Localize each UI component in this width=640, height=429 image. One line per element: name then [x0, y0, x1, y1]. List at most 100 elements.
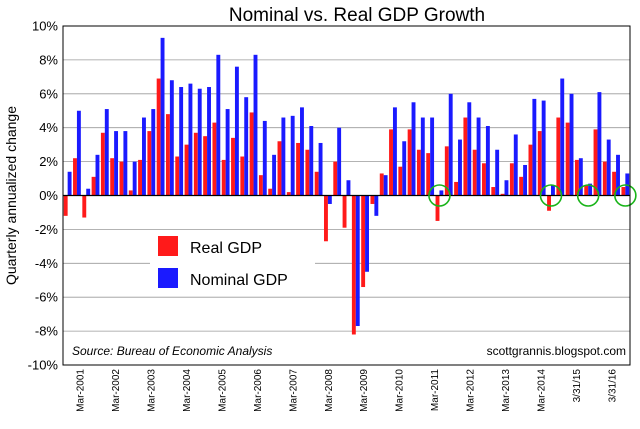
y-tick-label: -8% [35, 324, 59, 339]
y-tick-label: -4% [35, 256, 59, 271]
x-tick-label: Mar-2010 [395, 369, 406, 412]
bar-nominal-2010Q3 [420, 117, 425, 196]
y-tick-label: 10% [32, 19, 58, 34]
bar-nominal-2010Q2 [411, 102, 416, 196]
legend-label-real-gdp: Real GDP [190, 240, 262, 257]
chart-title: Nominal vs. Real GDP Growth [229, 5, 485, 26]
x-tick-label: Mar-2006 [253, 369, 264, 412]
bar-nominal-2005Q4 [244, 97, 249, 196]
bar-nominal-2006Q3 [272, 154, 277, 196]
bar-nominal-2011Q1 [439, 190, 444, 196]
bar-real-2003Q3 [156, 78, 161, 196]
bar-real-2014Q4 [574, 159, 579, 196]
bar-real-2016Q1 [621, 187, 626, 196]
bar-nominal-2014Q4 [578, 158, 583, 196]
bar-nominal-2009Q3 [383, 175, 388, 196]
bar-real-2004Q3 [193, 132, 198, 196]
y-tick-label: -10% [28, 358, 59, 373]
bar-real-2001Q2 [73, 158, 77, 196]
bar-nominal-2013Q1 [513, 134, 518, 196]
bar-nominal-2013Q2 [523, 164, 528, 196]
x-tick-label: Mar-2011 [430, 369, 441, 411]
bar-real-2001Q4 [91, 176, 96, 196]
y-axis-label: Quarterly annualized change [3, 106, 19, 285]
bar-real-2014Q3 [565, 122, 570, 196]
bar-real-2005Q4 [240, 156, 245, 196]
bar-real-2007Q2 [296, 142, 301, 196]
bar-nominal-2003Q2 [151, 109, 156, 196]
bar-real-2006Q1 [249, 112, 254, 196]
bar-real-2015Q1 [584, 185, 589, 196]
x-tick-label: Mar-2004 [182, 369, 193, 412]
bar-nominal-2006Q4 [281, 117, 286, 196]
bar-nominal-2007Q1 [290, 115, 295, 196]
bar-real-2003Q2 [147, 131, 152, 196]
bar-nominal-2013Q4 [541, 100, 546, 196]
bar-nominal-2009Q1 [365, 195, 369, 272]
bar-real-2013Q4 [537, 131, 542, 196]
bar-nominal-2002Q1 [104, 109, 109, 196]
bar-real-2007Q1 [286, 192, 291, 196]
bar-real-2012Q1 [472, 149, 477, 196]
bar-nominal-2007Q2 [300, 107, 304, 196]
bar-nominal-2008Q4 [355, 195, 360, 327]
bar-nominal-2014Q1 [550, 185, 555, 196]
y-tick-label: -6% [35, 290, 59, 305]
bar-nominal-2005Q1 [216, 54, 221, 196]
bar-nominal-2002Q2 [114, 131, 119, 196]
bar-nominal-2011Q2 [448, 93, 453, 196]
y-tick-label: -2% [35, 222, 59, 237]
bar-real-2015Q4 [612, 171, 617, 196]
bar-real-2007Q3 [305, 149, 310, 196]
x-tick-label: Mar-2003 [147, 369, 158, 412]
highlight-circle-2011Q1 [428, 184, 451, 207]
bar-real-2013Q3 [528, 144, 533, 196]
bar-real-2005Q1 [212, 122, 217, 196]
bar-real-2007Q4 [314, 171, 319, 196]
bar-real-2015Q3 [602, 161, 607, 196]
bar-real-2010Q4 [426, 153, 431, 196]
bar-real-2011Q2 [444, 146, 449, 196]
bar-real-2009Q2 [370, 195, 375, 204]
bar-real-2005Q3 [231, 137, 235, 196]
bar-nominal-2012Q3 [495, 149, 500, 196]
bar-nominal-2009Q2 [374, 195, 379, 216]
x-tick-label: Mar-2012 [466, 369, 477, 412]
plot-border [62, 25, 631, 366]
bar-real-2012Q4 [500, 193, 505, 196]
bar-nominal-2007Q3 [309, 126, 314, 196]
bar-real-2004Q4 [203, 136, 208, 196]
y-tick-label: 2% [39, 154, 58, 169]
bar-real-2014Q2 [556, 117, 561, 196]
bar-nominal-2004Q2 [188, 83, 193, 196]
highlight-circle-2016Q1 [614, 184, 637, 207]
x-tick-label: 3/31/15 [572, 369, 583, 403]
bar-real-2006Q3 [268, 188, 273, 196]
bar-nominal-2011Q3 [458, 139, 462, 196]
bar-real-2002Q3 [119, 161, 124, 196]
bar-real-2006Q4 [277, 141, 282, 196]
legend-swatch-real-gdp [158, 236, 178, 256]
bar-nominal-2003Q4 [169, 80, 174, 196]
bar-nominal-2012Q2 [485, 126, 490, 196]
bar-real-2008Q2 [333, 161, 338, 196]
bar-real-2010Q3 [416, 149, 421, 196]
bar-nominal-2010Q1 [402, 141, 407, 196]
bar-real-2002Q4 [128, 190, 133, 196]
bar-real-2004Q2 [184, 144, 189, 196]
bar-real-2011Q4 [463, 117, 468, 196]
bar-real-2009Q3 [379, 173, 384, 196]
source-note: Source: Bureau of Economic Analysis [72, 344, 272, 358]
x-tick-label: Mar-2002 [111, 369, 122, 412]
x-tick-label: 3/31/16 [607, 369, 618, 403]
x-axis-ticks: Mar-2001 Mar-2002 Mar-2003 Mar-2004 Mar-2005… [76, 369, 619, 412]
bar-nominal-2001Q3 [86, 188, 91, 196]
bar-real-2002Q2 [110, 158, 115, 196]
bar-real-2012Q2 [482, 163, 486, 196]
y-tick-label: 4% [39, 120, 58, 135]
bar-nominal-2004Q3 [197, 88, 202, 196]
bar-nominal-2014Q2 [560, 78, 565, 196]
bar-nominal-2015Q3 [606, 139, 611, 196]
bar-nominal-2006Q1 [253, 54, 258, 196]
bar-nominal-2015Q4 [616, 154, 620, 196]
